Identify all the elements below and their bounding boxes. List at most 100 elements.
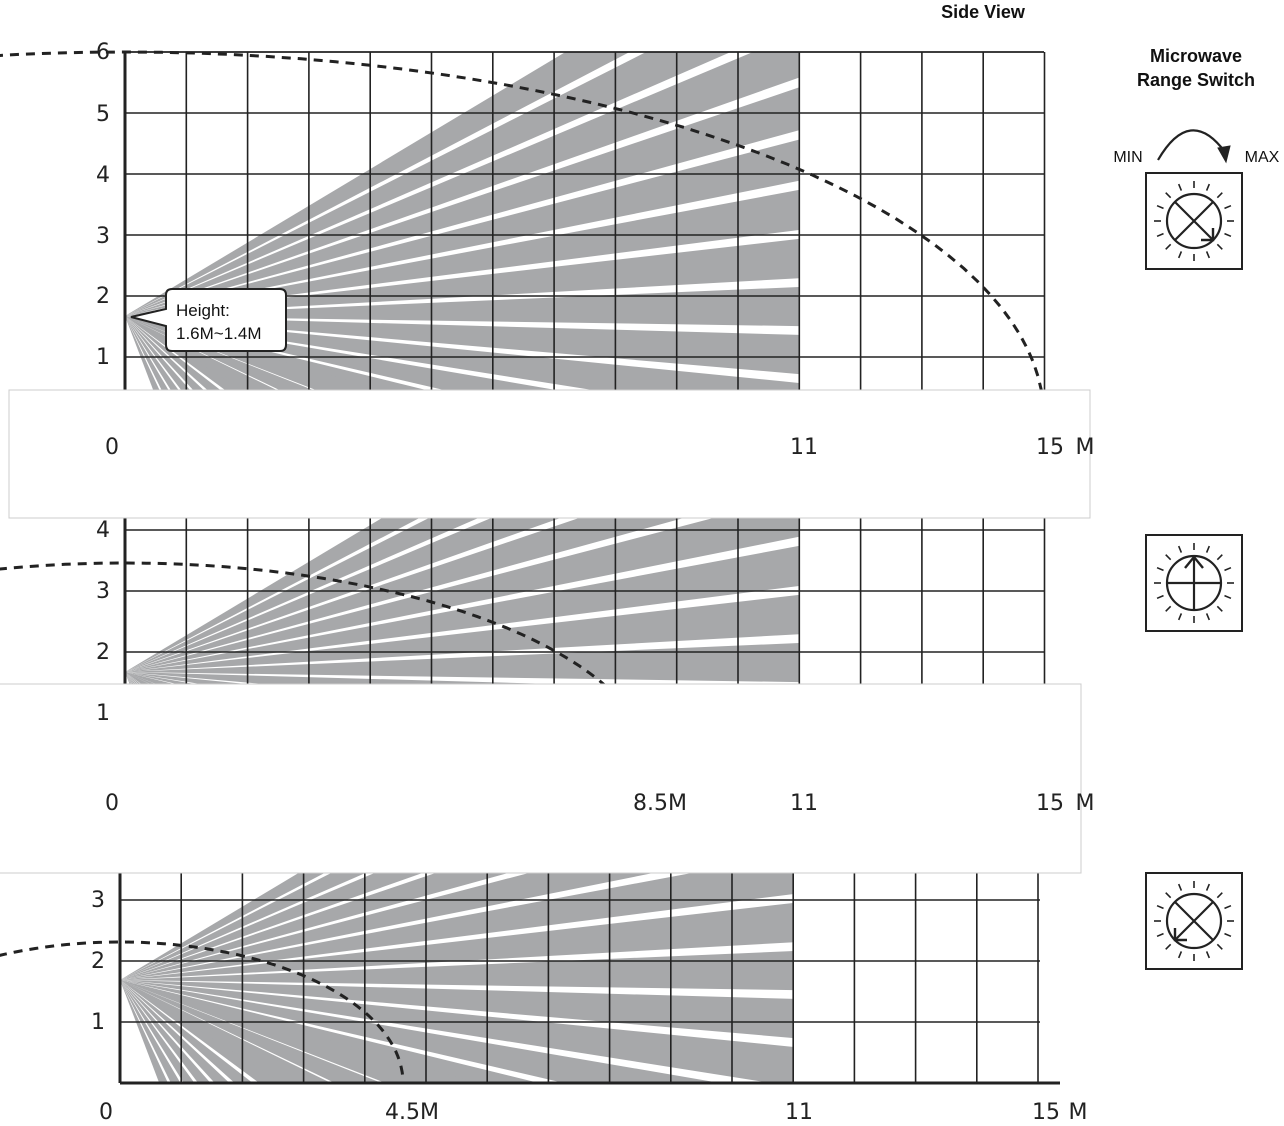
arrow-icon — [1201, 228, 1215, 242]
x-tick-label: 15 — [1032, 1100, 1060, 1125]
dial-tick — [1165, 892, 1172, 899]
beam-fan — [120, 872, 794, 1083]
dial-tick — [1224, 904, 1232, 910]
dial-tick — [1205, 613, 1211, 621]
dial-tick — [1205, 883, 1211, 891]
arrowhead-icon — [1217, 145, 1231, 164]
x-tick-label: 11 — [785, 1100, 813, 1125]
beam-zone — [120, 980, 382, 1083]
grid — [124, 51, 1046, 419]
dial-tick — [1156, 566, 1164, 572]
dial-bar — [1174, 201, 1214, 241]
dial-tick — [1216, 192, 1223, 199]
y-tick-label: 3 — [96, 579, 110, 604]
y-tick-label: 3 — [96, 224, 110, 249]
x-unit-label: M — [1069, 1100, 1088, 1125]
y-tick-label: 4 — [96, 518, 110, 543]
beam-zone — [120, 872, 794, 980]
dial-tick — [1165, 943, 1172, 950]
x-unit-label: M — [1076, 791, 1095, 816]
beam-zone — [125, 500, 454, 672]
dial-tick — [1205, 183, 1211, 191]
beam-zone — [120, 980, 479, 1083]
max-label: MAX — [1245, 149, 1280, 166]
x-unit-label: M — [1076, 435, 1095, 460]
beam-zone — [120, 980, 253, 1083]
range-switch-min — [1145, 872, 1243, 970]
labels-layer: 1 2 3 4 5 6 0 11 15 M 1 2 3 4 0 8.5M 11 15 M 1 2 3 0 4.5M 11 15 M — [91, 40, 1094, 1125]
switch-title-line1: Microwave — [1150, 46, 1242, 66]
x-tick-label: 0 — [105, 435, 119, 460]
callout-line2: 1.6M~1.4M — [176, 324, 262, 343]
y-tick-label: 5 — [96, 102, 110, 127]
dial-tick — [1156, 904, 1164, 910]
detection-arc — [0, 940, 405, 1084]
switch-title-line2: Range Switch — [1137, 70, 1255, 90]
dial-tick — [1156, 932, 1164, 938]
x-tick-label: 15 — [1036, 435, 1064, 460]
dial-tick — [1165, 243, 1172, 250]
dial-tick — [1224, 566, 1232, 572]
y-tick-label: 2 — [96, 284, 110, 309]
height-callout: Height: 1.6M~1.4M — [130, 288, 287, 352]
dial-tick — [1156, 594, 1164, 600]
dial-tick — [1156, 204, 1164, 210]
beam-zone — [120, 980, 230, 1083]
beam-zone — [120, 902, 794, 980]
callout-bubble — [130, 288, 287, 352]
dial-tick — [1165, 192, 1172, 199]
x-tick-label: 15 — [1036, 791, 1064, 816]
overlay-box — [0, 683, 1082, 874]
x-tick-label: 11 — [790, 435, 818, 460]
dial-tick — [1177, 251, 1183, 259]
overlay-box — [8, 389, 1091, 519]
y-tick-label: 1 — [91, 1010, 105, 1035]
dial-bar — [1174, 901, 1214, 941]
dial-tick — [1205, 251, 1211, 259]
callout-line1: Height: — [176, 301, 230, 320]
y-tick-label: 1 — [96, 701, 110, 726]
beam-zone — [120, 872, 659, 980]
dial-tick — [1177, 883, 1183, 891]
arrow-icon — [1184, 555, 1204, 569]
x-tick-label: 0 — [105, 791, 119, 816]
overlays-layer — [0, 389, 1091, 874]
beam-zone — [120, 980, 794, 1039]
dial-tick — [1205, 545, 1211, 553]
beam-zone — [120, 872, 327, 980]
dial-tick — [1216, 943, 1223, 950]
dial-tick — [1156, 232, 1164, 238]
beam-zone — [120, 872, 512, 980]
dial-circle — [1165, 892, 1223, 950]
beam-zone — [120, 980, 721, 1083]
y-tick-label: 6 — [96, 40, 110, 65]
x-tick-label: 4.5M — [385, 1100, 439, 1125]
dial-tick — [1165, 605, 1172, 612]
dial-tick — [1177, 613, 1183, 621]
y-tick-label: 1 — [96, 345, 110, 370]
beam-zone — [120, 980, 211, 1083]
dial-tick — [1177, 951, 1183, 959]
chart-min-range — [0, 871, 1060, 1085]
dial-tick — [1216, 243, 1223, 250]
beam-zone — [120, 980, 181, 1083]
dial-tick — [1224, 204, 1232, 210]
beam-zone — [125, 316, 385, 418]
y-tick-label: 4 — [96, 163, 110, 188]
detection-arc — [0, 561, 656, 775]
y-tick-label: 2 — [96, 640, 110, 665]
range-switch-mid — [1145, 534, 1243, 632]
beam-zone — [120, 980, 794, 1083]
dial-tick — [1177, 183, 1183, 191]
dial-tick — [1224, 232, 1232, 238]
dial-tick — [1224, 594, 1232, 600]
beam-zone — [120, 980, 332, 1083]
dial-tick — [1177, 545, 1183, 553]
beam-zone — [125, 52, 630, 316]
beam-zone — [125, 594, 799, 672]
y-tick-label: 2 — [91, 949, 105, 974]
beam-zone — [125, 238, 799, 316]
dial-tick — [1165, 554, 1172, 561]
min-label: MIN — [1113, 149, 1142, 166]
